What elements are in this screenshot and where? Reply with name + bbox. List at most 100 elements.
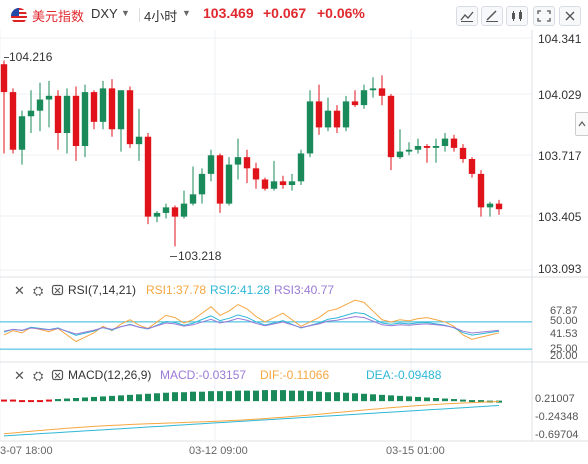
macd-bar bbox=[181, 392, 187, 402]
macd-bar bbox=[91, 396, 97, 402]
close-icon[interactable] bbox=[559, 6, 581, 26]
symbol-code[interactable]: DXY bbox=[91, 6, 118, 21]
last-price: 103.469 bbox=[203, 5, 254, 21]
settings-icon[interactable]: ⛭ bbox=[33, 368, 44, 383]
candle-body bbox=[306, 101, 314, 154]
macd-lines bbox=[3, 401, 500, 437]
macd-bar bbox=[469, 400, 475, 403]
macd-bar bbox=[55, 399, 61, 402]
price-axis-label: 103.405 bbox=[538, 210, 582, 224]
candle-body bbox=[369, 88, 377, 91]
candle-body bbox=[162, 207, 170, 213]
candle-body bbox=[108, 88, 116, 130]
macd-bar bbox=[226, 391, 232, 402]
macd-bar bbox=[379, 394, 385, 402]
candle-body bbox=[432, 146, 440, 148]
fullscreen-icon[interactable] bbox=[533, 6, 555, 26]
candle-body bbox=[261, 179, 269, 189]
candle-body bbox=[477, 173, 485, 208]
macd-bar bbox=[154, 393, 160, 402]
candle-body bbox=[459, 147, 467, 160]
macd-bar bbox=[100, 396, 106, 402]
candle-body bbox=[27, 110, 35, 117]
macd-bar bbox=[406, 396, 412, 402]
rsi1-value: RSI1:37.78 bbox=[146, 283, 207, 297]
time-axis-label: 3-07 18:00 bbox=[0, 445, 53, 457]
candle-body bbox=[468, 159, 476, 174]
candle-body bbox=[81, 92, 89, 147]
macd-bar bbox=[388, 395, 394, 402]
macd-bar bbox=[109, 395, 115, 402]
macd-bar bbox=[415, 396, 421, 402]
macd-bar bbox=[118, 395, 124, 402]
chart-type-icon[interactable] bbox=[506, 6, 528, 26]
settings-icon[interactable]: ⛭ bbox=[33, 283, 44, 298]
collapse-icon[interactable]: ✕ bbox=[14, 368, 25, 383]
candle-body bbox=[450, 138, 458, 148]
macd-bar bbox=[433, 398, 439, 402]
indicator-icon[interactable] bbox=[456, 6, 478, 26]
price-axis-label: 103.093 bbox=[538, 262, 582, 276]
grid bbox=[0, 30, 588, 442]
macd-bar bbox=[1, 399, 7, 402]
macd-bar bbox=[460, 399, 466, 402]
macd-bar bbox=[307, 391, 313, 402]
time-axis-label: 03-15 01:00 bbox=[386, 445, 445, 457]
dif-value: DIF:-0.11066 bbox=[260, 368, 330, 382]
rsi-series bbox=[0, 299, 532, 350]
eye-icon[interactable] bbox=[51, 284, 65, 299]
macd-bar bbox=[352, 393, 358, 402]
candle-body bbox=[180, 203, 188, 217]
candle-body bbox=[315, 101, 323, 128]
chevron-up-icon[interactable] bbox=[575, 112, 588, 136]
macd-bar bbox=[127, 394, 133, 402]
candle-body bbox=[144, 136, 152, 217]
macd-bar bbox=[361, 393, 367, 402]
candle-body bbox=[486, 203, 494, 208]
candle-body bbox=[135, 136, 143, 145]
candle-body bbox=[423, 146, 431, 148]
rsi-axis-label: 41.53 bbox=[550, 328, 578, 340]
candle-body bbox=[495, 203, 503, 210]
candle-body bbox=[387, 95, 395, 158]
macd-bar bbox=[478, 400, 484, 403]
candle-body bbox=[243, 157, 251, 169]
macd-axis-label: -0.24348 bbox=[535, 411, 579, 423]
candle-body bbox=[297, 153, 305, 182]
candle-body bbox=[225, 164, 233, 204]
macd-bar bbox=[316, 391, 322, 402]
rsi-label: RSI(7,14,21) bbox=[68, 283, 137, 297]
rsi-axis-label: 50.00 bbox=[550, 315, 578, 327]
instrument-name[interactable]: 美元指数 bbox=[32, 9, 85, 24]
macd-bar bbox=[136, 394, 142, 402]
macd-label: MACD(12,26,9) bbox=[68, 368, 152, 382]
macd-histogram bbox=[1, 390, 502, 403]
macd-bar bbox=[289, 390, 295, 402]
rsi2-value: RSI2:41.28 bbox=[210, 283, 271, 297]
chevron-down-icon[interactable]: ▼ bbox=[182, 8, 191, 18]
macd-bar bbox=[82, 397, 88, 402]
candle-body bbox=[207, 155, 215, 174]
macd-value: MACD:-0.03157 bbox=[160, 368, 247, 382]
candle-body bbox=[324, 110, 332, 128]
candle-body bbox=[0, 64, 8, 93]
candlestick-series bbox=[0, 60, 503, 247]
draw-icon[interactable] bbox=[481, 6, 503, 26]
chevron-down-icon[interactable]: ▼ bbox=[121, 8, 130, 18]
eye-icon[interactable] bbox=[51, 369, 65, 384]
timeframe-select[interactable]: 4小时 bbox=[144, 9, 178, 24]
collapse-icon[interactable]: ✕ bbox=[14, 283, 25, 298]
candle-body bbox=[153, 212, 161, 217]
macd-bar bbox=[217, 391, 223, 402]
macd-bar bbox=[19, 400, 25, 403]
macd-bar bbox=[442, 398, 448, 402]
candle-body bbox=[216, 155, 224, 204]
macd-bar bbox=[343, 392, 349, 402]
candle-body bbox=[90, 92, 98, 122]
macd-bar bbox=[280, 390, 286, 402]
rsi3-line bbox=[3, 316, 500, 335]
candle-body bbox=[45, 95, 53, 100]
macd-bar bbox=[145, 393, 151, 402]
macd-bar bbox=[163, 392, 169, 402]
